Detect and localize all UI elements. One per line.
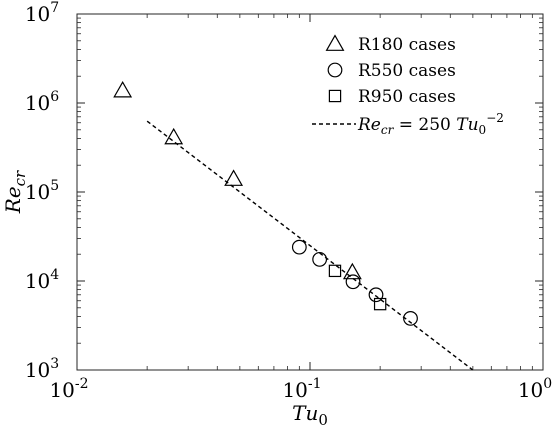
circle-marker [345,274,361,290]
x-axis-label: Tu0 [292,401,328,428]
plot-area [76,13,544,371]
legend-fit-label: Recr = 250 Tu0−2 [357,111,504,137]
triangle-marker [224,169,244,186]
circle-marker [368,287,384,303]
x-tick-label: 100 [518,376,552,402]
plot-frame [76,13,544,371]
x-tick-label: 10-2 [49,376,88,402]
legend-circle-icon [327,62,343,78]
legend-triangle-icon [325,34,345,51]
legend-label: R550 cases [358,61,456,81]
y-tick-label: 105 [25,178,59,204]
legend-square-icon [328,89,342,103]
square-marker [328,264,342,278]
triangle-marker [342,262,362,280]
y-tick-label: 104 [25,267,59,293]
legend-label: R180 cases [358,35,456,55]
data-markers [113,80,418,326]
y-tick-label: 103 [25,356,59,382]
x-tick-label: 10-1 [282,376,321,402]
legend: R180 cases R550 cases R950 cases Recr = 250… [312,34,504,137]
triangle-marker [113,80,133,98]
square-marker [373,297,387,311]
circle-marker [291,239,307,255]
y-tick-label: 106 [25,89,59,115]
fit-line [146,120,474,371]
circle-marker [403,310,418,326]
fit-line-layer [146,120,474,371]
triangle-marker [164,127,184,145]
circle-marker [312,251,328,267]
y-tick-label: 107 [25,0,59,26]
y-axis-label: Recr [1,170,29,214]
legend-label: R950 cases [358,87,456,107]
